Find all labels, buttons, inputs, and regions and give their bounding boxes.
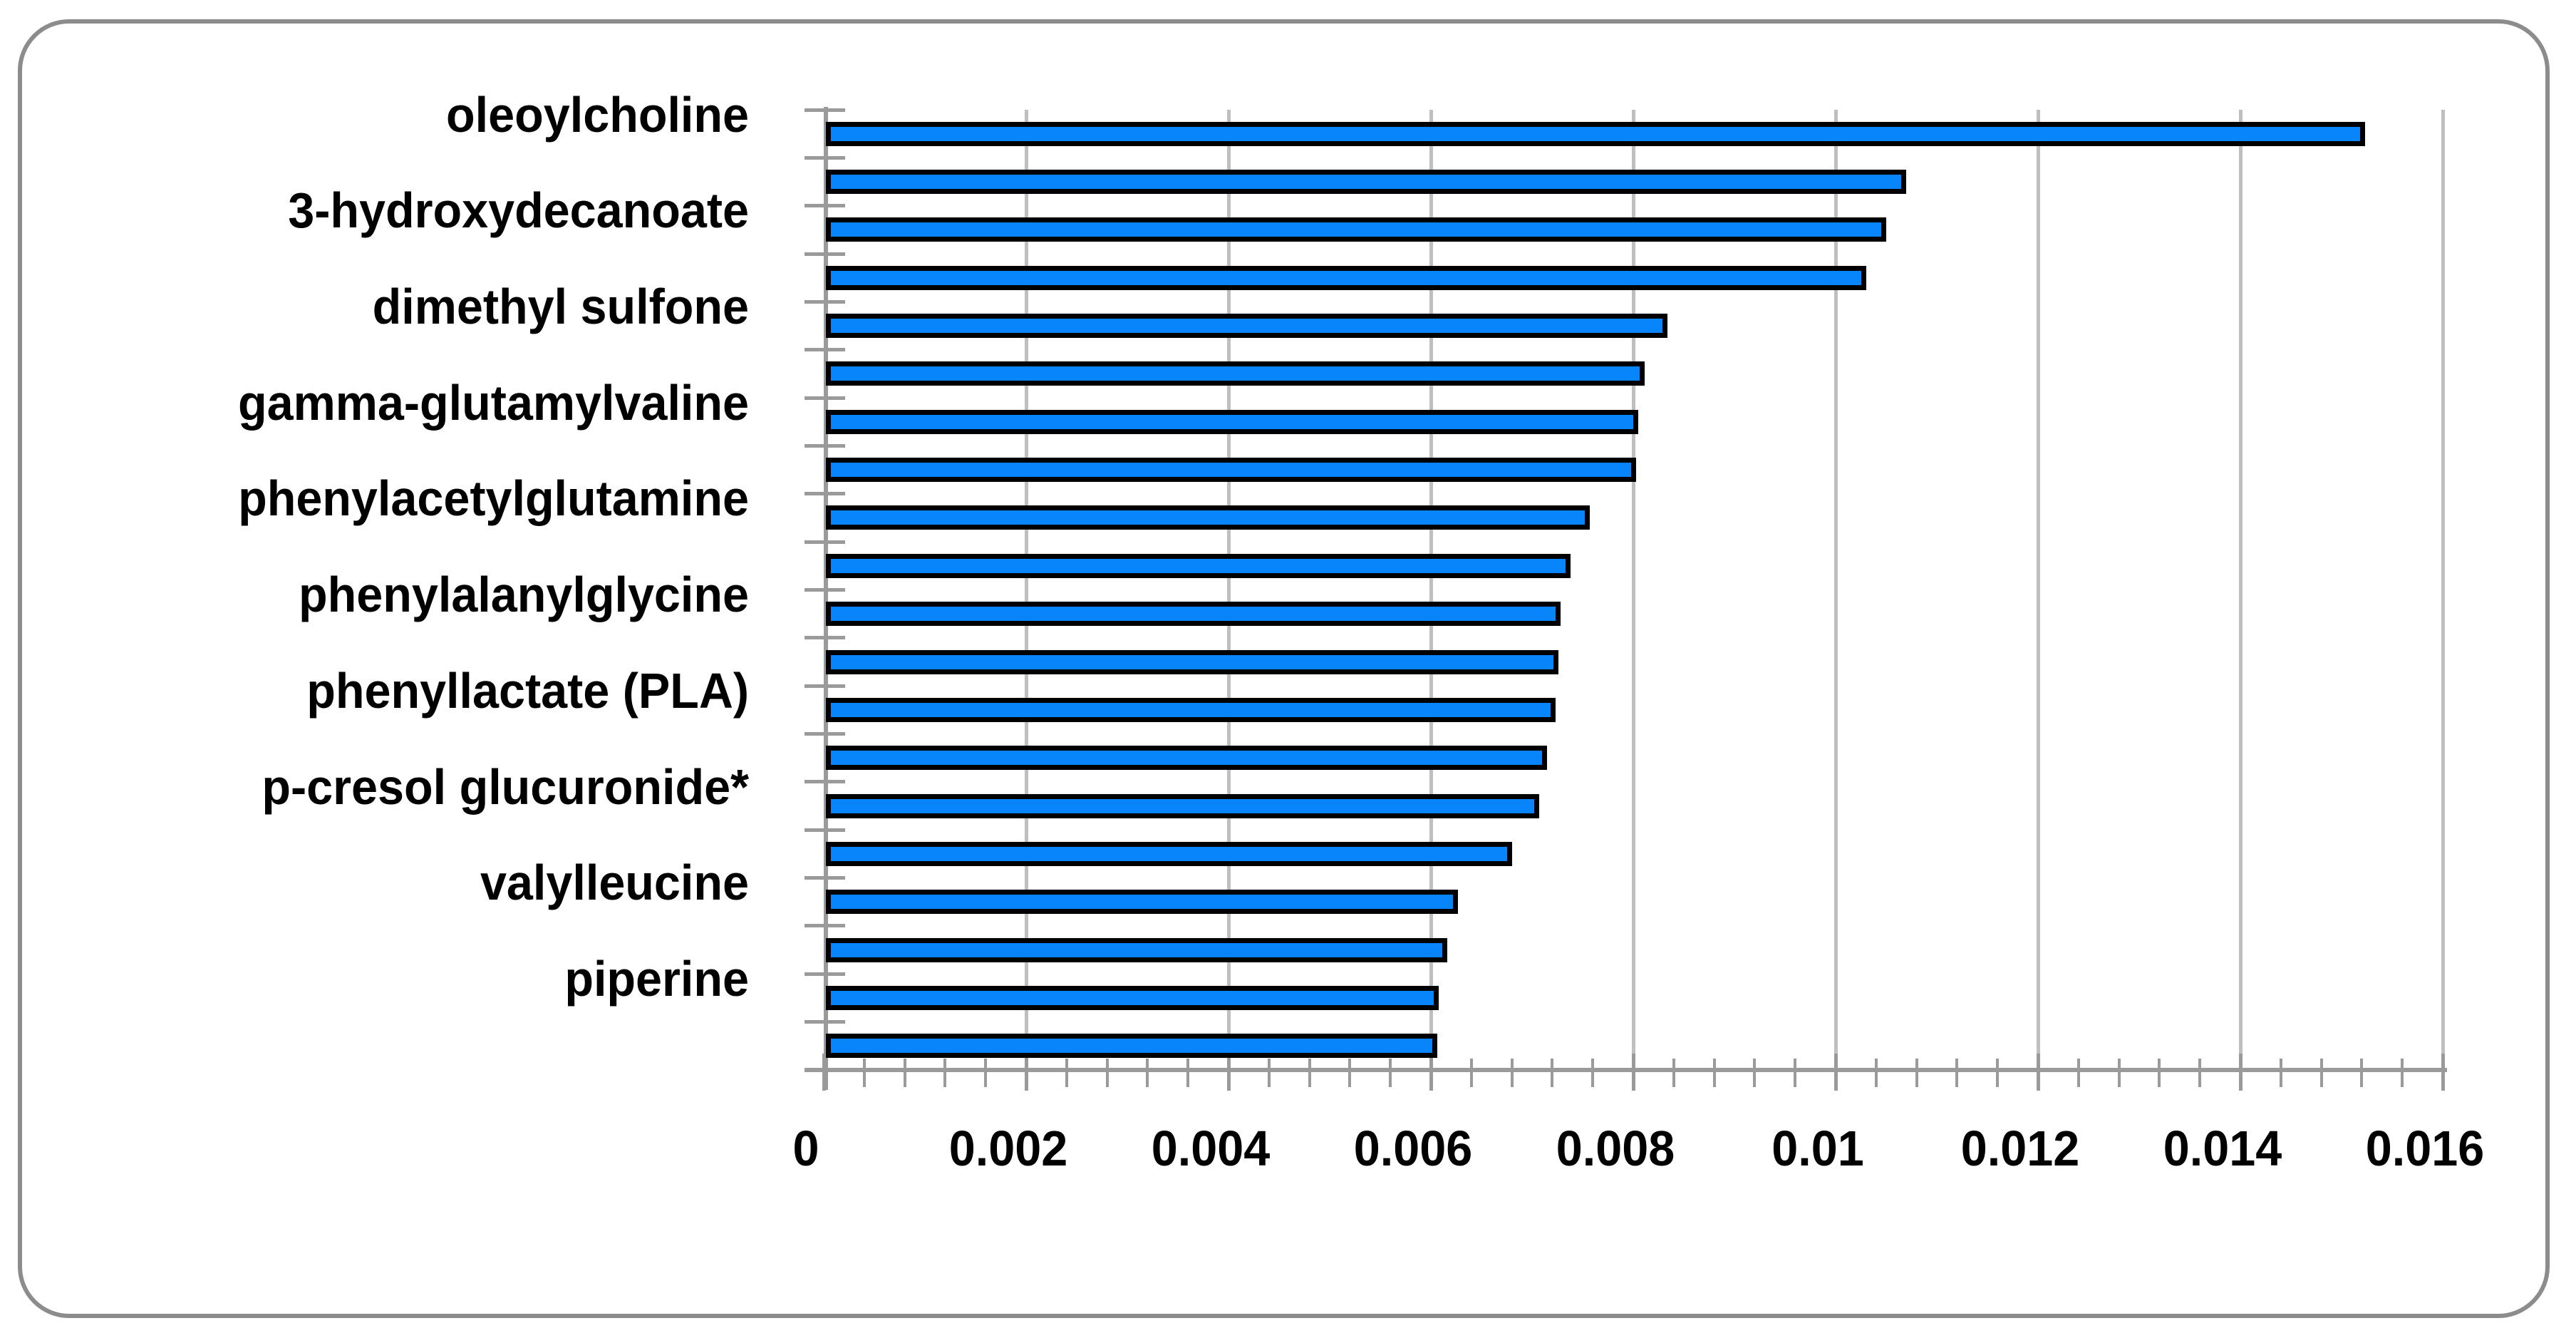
- x-axis-minor-tick: [862, 1059, 866, 1087]
- bar: [826, 505, 1590, 530]
- x-axis-major-tick: [1631, 1054, 1635, 1091]
- category-label: phenyllactate (PLA): [306, 662, 750, 719]
- bar: [826, 602, 1561, 627]
- category-label: oleoylcholine: [446, 86, 749, 143]
- x-tick-label: 0.012: [1960, 1121, 2080, 1176]
- gridline: [2238, 110, 2243, 1070]
- bar: [826, 793, 1539, 818]
- category-label: dimethyl sulfone: [372, 279, 749, 335]
- bar: [826, 841, 1512, 866]
- x-tick-label: 0.004: [1151, 1121, 1271, 1176]
- category-label: p-cresol glucuronide*: [262, 758, 749, 815]
- bar: [826, 409, 1639, 434]
- x-axis-minor-tick: [1915, 1059, 1918, 1087]
- x-axis-major-tick: [1833, 1054, 1838, 1091]
- bar: [826, 1034, 1437, 1059]
- x-axis-minor-tick: [2401, 1059, 2404, 1087]
- bar: [826, 314, 1668, 339]
- x-axis-minor-tick: [1146, 1059, 1149, 1087]
- bar: [826, 265, 1866, 290]
- x-axis-minor-tick: [1348, 1059, 1352, 1087]
- x-tick-label: 0.014: [2163, 1121, 2282, 1176]
- x-axis-minor-tick: [1389, 1059, 1392, 1087]
- x-axis-minor-tick: [1065, 1059, 1068, 1087]
- x-tick-label: 0.008: [1556, 1121, 1675, 1176]
- x-axis-major-tick: [1429, 1054, 1433, 1091]
- category-label: piperine: [564, 950, 749, 1007]
- x-axis-minor-tick: [1753, 1059, 1757, 1087]
- x-axis-minor-tick: [1794, 1059, 1797, 1087]
- x-axis-minor-tick: [1186, 1059, 1190, 1087]
- x-tick-label: 0.016: [2365, 1121, 2485, 1176]
- gridline: [1024, 110, 1028, 1070]
- x-axis-minor-tick: [1105, 1059, 1109, 1087]
- x-tick-label: 0.01: [1771, 1121, 1864, 1176]
- bar: [826, 937, 1447, 962]
- x-axis-minor-tick: [903, 1059, 906, 1087]
- x-axis-minor-tick: [2117, 1059, 2121, 1087]
- gridline: [2441, 110, 2445, 1070]
- x-axis-minor-tick: [1469, 1059, 1473, 1087]
- x-axis-minor-tick: [2360, 1059, 2364, 1087]
- figure-frame: oleoylcholine 3-hydroxydecanoate dimethyl …: [18, 19, 2550, 1318]
- x-axis-minor-tick: [1510, 1059, 1514, 1087]
- bar: [826, 458, 1637, 483]
- gridline: [1833, 110, 1838, 1070]
- x-axis-minor-tick: [2319, 1059, 2323, 1087]
- plot-area: [805, 107, 2447, 1091]
- gridline: [1429, 110, 1433, 1070]
- bar: [826, 697, 1556, 722]
- x-axis-minor-tick: [2158, 1059, 2161, 1087]
- x-axis-minor-tick: [1308, 1059, 1311, 1087]
- x-axis-major-tick: [1226, 1054, 1231, 1091]
- y-axis-line: [824, 107, 828, 1090]
- bar: [826, 890, 1459, 915]
- bar: [826, 649, 1558, 674]
- x-axis-minor-tick: [1672, 1059, 1675, 1087]
- category-label: phenylacetylglutamine: [238, 470, 749, 527]
- gridline: [1631, 110, 1635, 1070]
- x-axis-major-tick: [2238, 1054, 2243, 1091]
- category-label: 3-hydroxydecanoate: [288, 182, 750, 239]
- x-axis-minor-tick: [1591, 1059, 1595, 1087]
- x-tick-label: 0: [792, 1121, 819, 1176]
- x-axis-line: [805, 1068, 2447, 1072]
- x-tick-label: 0.002: [948, 1121, 1068, 1176]
- x-axis-minor-tick: [1712, 1059, 1716, 1087]
- bar: [826, 553, 1571, 578]
- x-axis-major-tick: [2441, 1054, 2445, 1091]
- gridline: [1226, 110, 1231, 1070]
- bar: [826, 746, 1548, 771]
- x-axis-minor-tick: [2076, 1059, 2080, 1087]
- x-axis-minor-tick: [943, 1059, 947, 1087]
- bar: [826, 170, 1907, 195]
- bar: [826, 985, 1439, 1010]
- bar: [826, 121, 2365, 146]
- x-axis-minor-tick: [1996, 1059, 2000, 1087]
- category-label: valylleucine: [480, 855, 749, 911]
- x-axis-minor-tick: [984, 1059, 988, 1087]
- x-axis-minor-tick: [1551, 1059, 1554, 1087]
- x-axis-minor-tick: [2279, 1059, 2282, 1087]
- category-label: phenylalanylglycine: [299, 567, 750, 623]
- gridline: [2036, 110, 2040, 1070]
- x-tick-label: 0.006: [1353, 1121, 1473, 1176]
- x-axis-minor-tick: [1955, 1059, 1959, 1087]
- x-axis-major-tick: [1024, 1054, 1028, 1091]
- x-axis-minor-tick: [1267, 1059, 1271, 1087]
- bar: [826, 361, 1645, 386]
- category-label: gamma-glutamylvaline: [238, 374, 749, 431]
- x-axis-minor-tick: [1874, 1059, 1878, 1087]
- x-axis-minor-tick: [2198, 1059, 2202, 1087]
- x-axis-major-tick: [2036, 1054, 2040, 1091]
- bar: [826, 217, 1886, 242]
